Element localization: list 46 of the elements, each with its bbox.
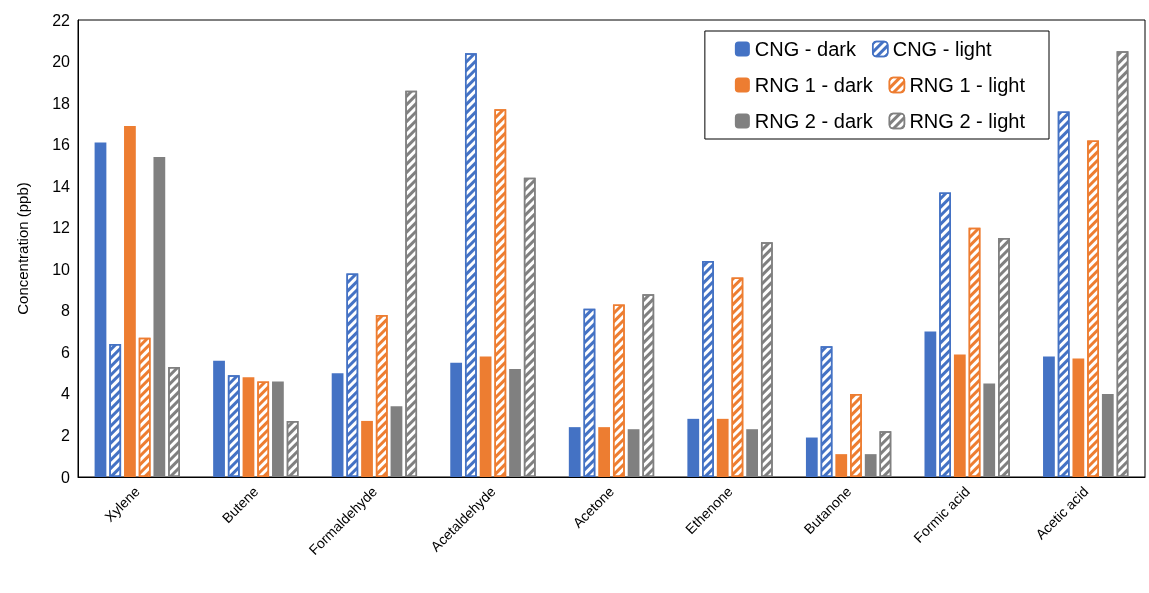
bar	[924, 331, 937, 477]
bar	[953, 354, 966, 477]
bar	[687, 418, 700, 477]
y-tick-label: 12	[52, 219, 71, 237]
y-tick-label: 0	[61, 468, 71, 486]
y-tick-label: 8	[61, 302, 71, 320]
bar	[390, 406, 403, 477]
bar	[242, 377, 255, 477]
bar	[124, 125, 136, 477]
bar	[835, 454, 848, 477]
bar	[479, 356, 492, 477]
bar	[864, 454, 877, 477]
bar	[568, 427, 581, 477]
bar	[509, 368, 521, 477]
bar	[1043, 356, 1055, 477]
y-tick-label: 18	[52, 94, 71, 112]
legend-label: RNG 1 - light	[909, 74, 1026, 96]
legend-label: RNG 1 - dark	[754, 74, 874, 96]
legend-label: CNG - dark	[754, 38, 857, 60]
y-tick-label: 4	[61, 385, 71, 403]
bar	[598, 427, 611, 477]
bar	[1101, 393, 1114, 477]
bar	[627, 429, 640, 477]
bar	[450, 362, 463, 477]
bar	[746, 429, 759, 477]
legend-label: RNG 2 - light	[909, 110, 1026, 132]
y-tick-label: 2	[61, 426, 71, 444]
bar	[153, 157, 166, 477]
y-tick-label: 6	[61, 343, 71, 361]
y-tick-label: 14	[52, 177, 71, 195]
y-tick-label: 10	[52, 260, 71, 278]
y-tick-label: 20	[52, 53, 71, 71]
bar	[1072, 358, 1085, 477]
bar	[94, 142, 107, 477]
bar	[331, 373, 344, 477]
y-tick-label: 16	[52, 136, 71, 154]
legend-label: CNG - light	[892, 38, 993, 60]
y-tick-label: 22	[52, 11, 71, 29]
bar	[716, 418, 729, 477]
bar	[805, 437, 818, 477]
y-axis-title: Concentration (ppb)	[14, 182, 31, 315]
legend-label: RNG 2 - dark	[754, 110, 874, 132]
bar	[272, 381, 284, 477]
bar	[983, 383, 996, 477]
bar	[361, 420, 373, 477]
bar	[213, 360, 225, 477]
